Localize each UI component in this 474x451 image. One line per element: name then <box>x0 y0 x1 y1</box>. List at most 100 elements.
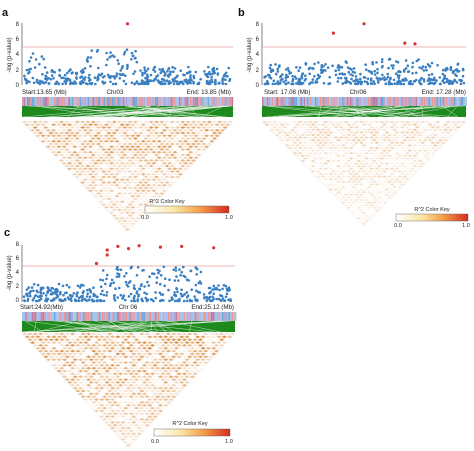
snp-point <box>84 82 88 85</box>
ld-cell <box>213 344 219 347</box>
ld-cell <box>376 144 382 147</box>
ld-cell <box>119 194 125 198</box>
ld-cell <box>107 366 113 370</box>
snp-point <box>424 65 428 69</box>
ld-cell <box>51 363 57 367</box>
ld-cell <box>187 361 193 364</box>
ld-cell <box>131 341 137 344</box>
ld-cell <box>193 156 199 160</box>
gene-track-cell <box>174 312 176 321</box>
ld-cell <box>313 136 319 139</box>
ld-cell <box>325 170 331 173</box>
ld-cell <box>111 131 117 135</box>
ld-cell <box>123 366 129 370</box>
snp-point <box>104 282 107 286</box>
ld-cell <box>85 181 91 184</box>
snp-point <box>136 298 140 301</box>
ld-cell <box>190 137 197 140</box>
ld-cell <box>139 412 145 416</box>
ld-cell <box>144 361 150 364</box>
ld-cell <box>133 383 140 387</box>
snp-point <box>422 80 426 83</box>
ld-cell <box>144 406 150 410</box>
ld-cell <box>115 398 121 401</box>
ld-cell <box>420 136 426 139</box>
significant-snp-point <box>158 245 162 249</box>
ld-cell <box>80 372 86 376</box>
ld-cell <box>59 344 65 347</box>
ld-cell <box>117 181 123 184</box>
ld-cell <box>77 352 84 356</box>
ld-cell <box>91 344 97 347</box>
ld-cell <box>325 175 331 178</box>
ld-cell <box>135 145 141 149</box>
ld-cell <box>290 144 296 147</box>
snp-point <box>72 292 76 295</box>
ld-cell <box>338 136 344 139</box>
snp-connector-line <box>84 320 223 333</box>
ld-cell <box>69 170 75 173</box>
ld-cell <box>64 349 70 353</box>
ld-cell <box>341 133 347 137</box>
ld-cell <box>130 145 136 149</box>
ld-cell <box>77 358 84 362</box>
snp-point <box>58 298 61 301</box>
ld-cell <box>358 177 364 181</box>
ld-cell <box>182 134 189 138</box>
ld-cell <box>302 136 308 139</box>
snp-point <box>391 66 395 70</box>
ld-cell <box>127 142 133 146</box>
gene-track-cell <box>178 97 181 106</box>
snp-point <box>23 299 26 303</box>
ld-cell <box>274 123 280 126</box>
ld-cell <box>72 134 78 138</box>
snp-point <box>96 75 100 78</box>
ld-cell <box>101 175 107 179</box>
ld-cell <box>348 177 354 181</box>
gene-track-cell <box>372 97 374 106</box>
gene-track-cell <box>23 312 26 321</box>
ld-cell <box>364 131 370 134</box>
ld-cell <box>394 167 400 171</box>
ld-cell <box>128 435 134 438</box>
ld-cell <box>224 338 230 342</box>
ld-cell <box>348 183 354 186</box>
ld-cell <box>386 159 393 163</box>
ld-cell <box>209 128 215 132</box>
snp-connector-line <box>104 105 229 118</box>
ld-cell <box>155 338 161 342</box>
ld-cell <box>341 170 347 173</box>
ld-cell <box>140 205 146 209</box>
gene-track-cell <box>458 97 461 106</box>
ld-cell <box>82 178 88 182</box>
snp-point <box>101 289 104 293</box>
ld-cell <box>445 136 451 139</box>
ld-cell <box>392 133 398 137</box>
gene-track-cell <box>31 97 34 106</box>
ld-cell <box>184 375 190 379</box>
ld-cell <box>61 346 68 350</box>
gene-track-cell <box>399 97 402 106</box>
gene-track-cell <box>378 97 381 106</box>
ld-cell <box>399 125 405 129</box>
ld-cell <box>167 123 173 127</box>
ld-cell <box>425 131 431 134</box>
ld-cell <box>157 375 164 379</box>
ld-cell <box>82 150 88 154</box>
ld-cell <box>169 170 175 173</box>
ld-cell <box>381 164 387 168</box>
snp-point <box>189 81 192 85</box>
ld-cell <box>351 206 357 210</box>
ld-cell <box>104 386 110 390</box>
gene-track-cell <box>78 312 80 321</box>
gene-track-cell <box>337 97 339 106</box>
ld-cell <box>98 145 104 149</box>
ld-cell <box>168 346 174 350</box>
ld-cell <box>279 133 285 137</box>
ld-cell <box>272 125 278 129</box>
gene-track-cell <box>423 97 426 106</box>
ld-cell <box>64 344 70 347</box>
ld-cell <box>185 126 191 129</box>
ld-cell <box>54 344 60 347</box>
ld-cell <box>149 338 156 342</box>
